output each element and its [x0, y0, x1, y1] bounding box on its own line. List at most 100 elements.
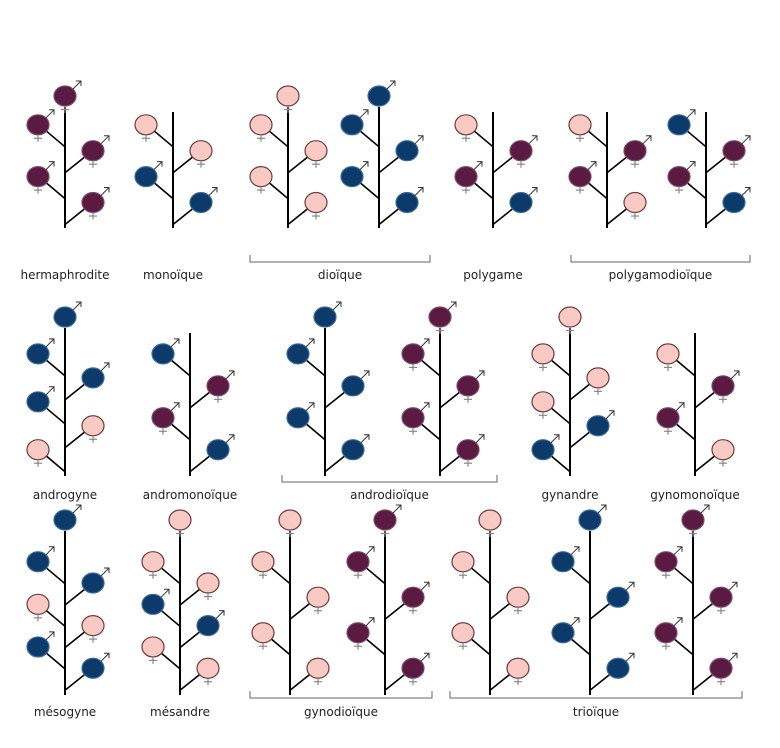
female-flower-disc — [454, 114, 478, 136]
male-symbol-icon — [160, 588, 170, 598]
group-bracket — [249, 691, 433, 699]
male-symbol-icon — [215, 610, 225, 619]
male-flower — [286, 338, 315, 365]
male-symbol-icon — [673, 546, 683, 556]
hermaphrodite-flower — [656, 402, 685, 435]
branch — [45, 359, 66, 377]
branch — [324, 391, 346, 409]
plant — [249, 85, 328, 228]
hermaphrodite-flower — [401, 402, 430, 435]
male-symbol-icon — [72, 80, 82, 90]
male-flower-disc — [606, 586, 630, 608]
branch — [64, 431, 86, 449]
female-symbol-icon — [517, 160, 525, 168]
female-flower — [26, 439, 50, 467]
male-flower-disc — [340, 114, 364, 136]
system-label: gynandre — [541, 488, 599, 502]
female-symbol-icon — [34, 186, 42, 194]
female-flower-disc — [711, 439, 735, 461]
female-symbol-icon — [34, 134, 42, 142]
branch — [305, 359, 326, 377]
male-symbol-icon — [153, 161, 163, 170]
plant — [26, 504, 110, 695]
hermaphrodite-flower-disc — [373, 509, 397, 531]
female-flower-disc — [451, 622, 475, 644]
branch — [287, 207, 309, 226]
hermaphrodite-flower — [26, 109, 55, 142]
branch — [569, 383, 591, 401]
hermaphrodite-flower — [709, 581, 738, 615]
hermaphrodite-flower — [53, 80, 82, 113]
male-symbol-icon — [170, 338, 180, 348]
female-symbol-icon — [717, 678, 725, 686]
hermaphrodite-flower-disc — [346, 622, 370, 644]
female-symbol-icon — [176, 530, 184, 537]
male-symbol-icon — [225, 434, 235, 444]
female-symbol-icon — [314, 678, 322, 686]
female-flower-disc — [586, 367, 610, 389]
male-flower-disc — [26, 391, 50, 413]
hermaphrodite-flower — [654, 617, 683, 650]
branch — [45, 182, 66, 200]
system-label: polygame — [463, 268, 523, 282]
male-symbol-icon — [414, 187, 424, 196]
branch — [470, 567, 491, 585]
female-symbol-icon — [436, 327, 444, 334]
female-flower — [249, 114, 273, 142]
branch — [439, 391, 461, 409]
male-flower-disc — [134, 166, 158, 188]
branch — [489, 673, 511, 691]
male-flower-disc — [26, 551, 50, 573]
male-symbol-icon — [100, 187, 110, 196]
male-symbol-icon — [100, 567, 110, 577]
plant — [286, 301, 370, 476]
hermaphrodite-flower — [151, 402, 180, 435]
plant — [141, 509, 225, 695]
hermaphrodite-flower — [26, 161, 55, 194]
female-flower-disc — [141, 636, 165, 658]
female-symbol-icon — [664, 363, 672, 371]
plant — [451, 509, 530, 695]
hermaphrodite-flower — [711, 370, 740, 403]
male-flower — [340, 109, 369, 136]
male-symbol-icon — [100, 362, 110, 372]
female-symbol-icon — [259, 642, 267, 650]
female-symbol-icon — [664, 427, 672, 435]
female-flower-disc — [196, 657, 220, 679]
branch — [64, 156, 86, 174]
group-bracket — [249, 255, 431, 263]
male-symbol-icon — [420, 402, 430, 412]
branch — [64, 207, 86, 226]
branch — [694, 455, 716, 473]
hermaphrodite-flower — [509, 135, 538, 168]
branch — [686, 182, 707, 200]
female-flower-disc — [26, 439, 50, 461]
female-flower — [531, 343, 555, 371]
group-bracket — [449, 691, 743, 699]
male-flower — [81, 567, 110, 594]
branch — [172, 207, 194, 226]
male-symbol-icon — [475, 434, 485, 444]
plant — [134, 112, 218, 228]
branch — [587, 130, 608, 148]
hermaphrodite-flower-disc — [151, 407, 175, 429]
male-flower-disc — [395, 140, 419, 162]
branch — [45, 652, 66, 670]
female-symbol-icon — [486, 530, 494, 537]
female-symbol-icon — [730, 160, 738, 168]
male-symbol-icon — [686, 109, 696, 119]
branch — [160, 567, 181, 585]
male-flower — [551, 617, 580, 644]
hermaphrodite-flower — [206, 370, 235, 403]
male-symbol-icon — [225, 370, 235, 380]
female-flower-disc — [168, 509, 192, 531]
female-flower-disc — [251, 622, 275, 644]
hermaphrodite-flower-disc — [26, 114, 50, 136]
hermaphrodite-flower-disc — [709, 586, 733, 608]
male-flower — [509, 187, 538, 214]
branch — [365, 638, 386, 656]
male-symbol-icon — [208, 187, 218, 196]
branch — [686, 130, 707, 148]
group-bracket — [281, 475, 498, 483]
